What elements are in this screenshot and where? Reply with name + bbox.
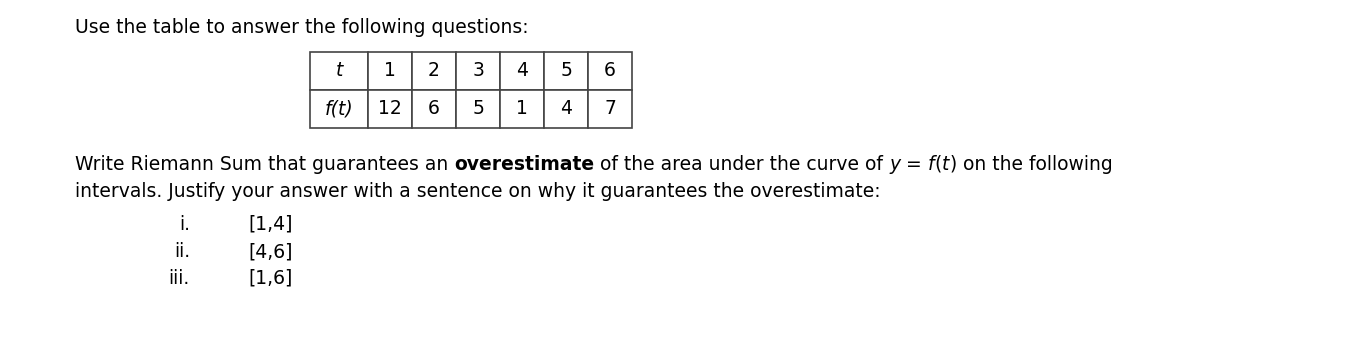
Text: 7: 7 bbox=[604, 99, 616, 118]
Text: 2: 2 bbox=[428, 62, 440, 81]
Text: on the following: on the following bbox=[956, 155, 1112, 174]
Text: iii.: iii. bbox=[169, 269, 190, 288]
Text: overestimate: overestimate bbox=[455, 155, 594, 174]
Text: ii.: ii. bbox=[173, 242, 190, 261]
Text: 5: 5 bbox=[473, 99, 484, 118]
Text: f: f bbox=[928, 155, 934, 174]
Bar bbox=[367, 90, 413, 128]
Bar bbox=[544, 90, 587, 128]
Bar bbox=[456, 52, 500, 90]
Text: (: ( bbox=[934, 155, 943, 174]
Bar bbox=[456, 90, 500, 128]
Text: =: = bbox=[900, 155, 928, 174]
Text: [1,4]: [1,4] bbox=[249, 215, 292, 234]
Text: Write Riemann Sum that guarantees an: Write Riemann Sum that guarantees an bbox=[75, 155, 455, 174]
Text: ): ) bbox=[949, 155, 956, 174]
Bar bbox=[367, 52, 413, 90]
Bar bbox=[500, 52, 544, 90]
Text: y: y bbox=[889, 155, 900, 174]
Text: 4: 4 bbox=[516, 62, 529, 81]
Bar bbox=[413, 52, 456, 90]
Bar bbox=[310, 52, 367, 90]
Text: 3: 3 bbox=[473, 62, 484, 81]
Bar bbox=[310, 90, 367, 128]
Text: t: t bbox=[943, 155, 949, 174]
Text: 4: 4 bbox=[560, 99, 572, 118]
Bar bbox=[587, 52, 632, 90]
Text: [1,6]: [1,6] bbox=[249, 269, 292, 288]
Text: 6: 6 bbox=[428, 99, 440, 118]
Text: 12: 12 bbox=[378, 99, 402, 118]
Text: f(t): f(t) bbox=[325, 99, 354, 118]
Bar bbox=[500, 90, 544, 128]
Bar bbox=[544, 52, 587, 90]
Text: Use the table to answer the following questions:: Use the table to answer the following qu… bbox=[75, 18, 529, 37]
Bar bbox=[587, 90, 632, 128]
Text: 1: 1 bbox=[516, 99, 527, 118]
Text: 1: 1 bbox=[384, 62, 396, 81]
Text: of the area under the curve of: of the area under the curve of bbox=[594, 155, 889, 174]
Text: [4,6]: [4,6] bbox=[249, 242, 292, 261]
Text: 5: 5 bbox=[560, 62, 572, 81]
Text: intervals. Justify your answer with a sentence on why it guarantees the overesti: intervals. Justify your answer with a se… bbox=[75, 182, 881, 201]
Text: i.: i. bbox=[179, 215, 190, 234]
Text: 6: 6 bbox=[604, 62, 616, 81]
Bar bbox=[413, 90, 456, 128]
Text: t: t bbox=[335, 62, 343, 81]
